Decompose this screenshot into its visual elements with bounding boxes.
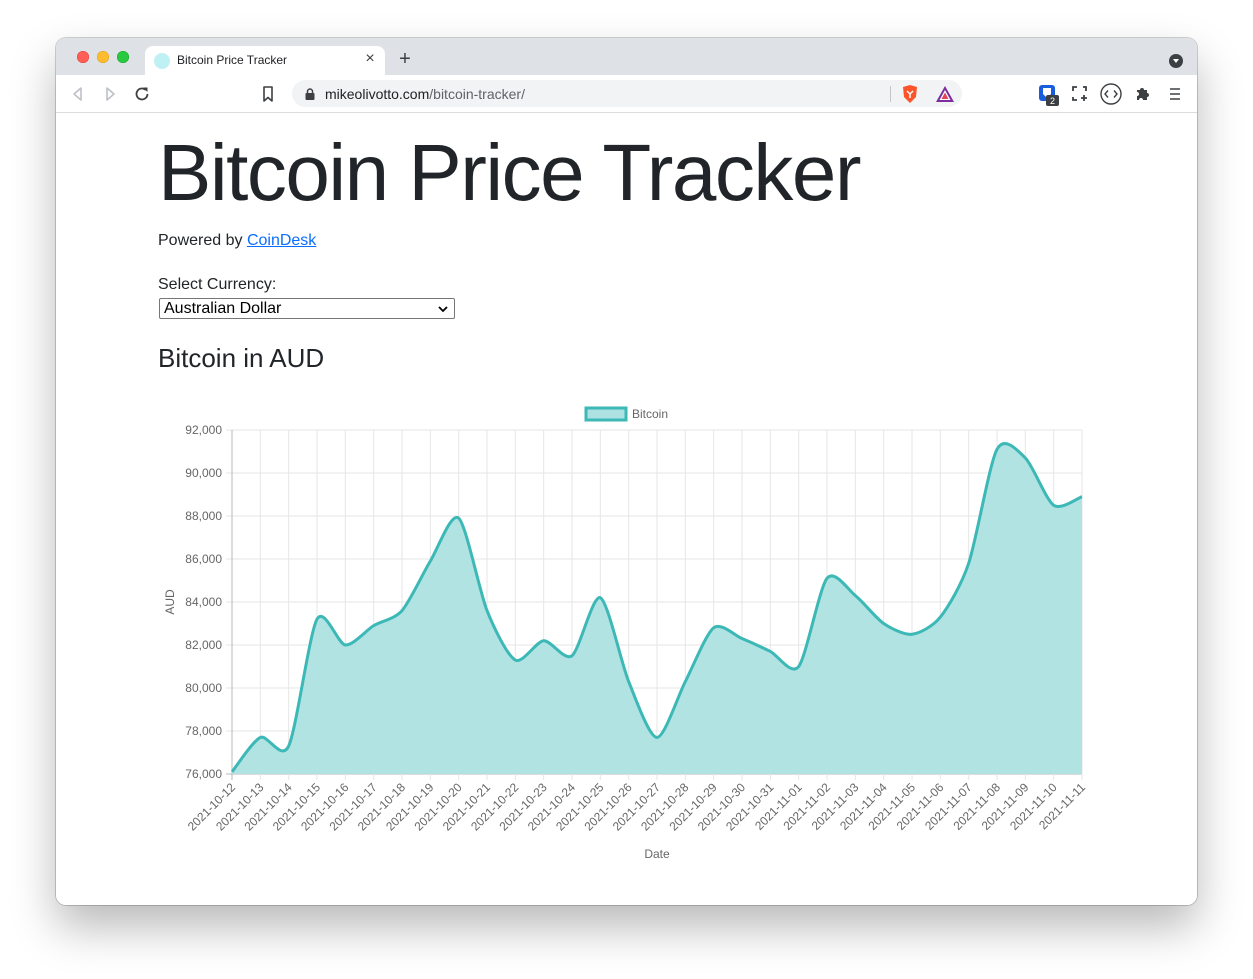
- menu-icon[interactable]: [1163, 82, 1187, 106]
- window-close-button[interactable]: [77, 51, 89, 63]
- legend-swatch: [584, 406, 628, 422]
- tab-search-icon[interactable]: [1169, 54, 1183, 68]
- y-tick-label: 78,000: [185, 724, 222, 738]
- screenshot-extension-icon[interactable]: [1068, 82, 1092, 106]
- y-tick-label: 90,000: [185, 466, 222, 480]
- y-tick-label: 76,000: [185, 767, 222, 781]
- chart-heading: Bitcoin in AUD: [158, 343, 325, 373]
- coindesk-link[interactable]: CoinDesk: [246, 232, 317, 249]
- y-tick-label: 88,000: [185, 509, 222, 523]
- y-tick-label: 84,000: [185, 595, 222, 609]
- page-content: Bitcoin Price Tracker Powered by CoinDes…: [56, 113, 1197, 905]
- url-path: /bitcoin-tracker/: [429, 86, 525, 102]
- powered-by-prefix: Powered by: [158, 232, 247, 249]
- reload-icon[interactable]: [130, 82, 154, 106]
- tab-title: Bitcoin Price Tracker: [177, 53, 288, 67]
- y-tick-label: 80,000: [185, 681, 222, 695]
- window-minimize-button[interactable]: [97, 51, 109, 63]
- new-tab-button[interactable]: +: [399, 48, 411, 70]
- currency-select-value: Australian Dollar: [164, 300, 282, 317]
- lock-icon: [304, 87, 316, 106]
- chevron-down-icon: [437, 302, 449, 320]
- favicon-icon: [154, 53, 170, 69]
- y-axis-title: AUD: [163, 589, 177, 615]
- omnibox-divider: [890, 86, 891, 102]
- bookmark-icon[interactable]: [256, 82, 280, 106]
- browser-toolbar: mikeolivotto.com/bitcoin-tracker/ 2: [56, 75, 1197, 113]
- browser-tab[interactable]: Bitcoin Price Tracker ×: [145, 46, 385, 75]
- tab-strip: Bitcoin Price Tracker × +: [56, 38, 1197, 75]
- browser-window: Bitcoin Price Tracker × + mikeolivotto.c…: [56, 38, 1197, 905]
- address-bar[interactable]: mikeolivotto.com/bitcoin-tracker/: [292, 80, 962, 107]
- brave-rewards-icon[interactable]: [935, 85, 955, 108]
- powered-by-text: Powered by CoinDesk: [158, 232, 316, 250]
- window-maximize-button[interactable]: [117, 51, 129, 63]
- currency-select-label: Select Currency:: [158, 276, 277, 293]
- legend-label: Bitcoin: [632, 407, 668, 421]
- forward-icon[interactable]: [98, 82, 122, 106]
- bitcoin-line: [230, 442, 1083, 773]
- extensions-puzzle-icon[interactable]: [1131, 82, 1155, 106]
- y-tick-label: 82,000: [185, 638, 222, 652]
- back-icon[interactable]: [66, 82, 90, 106]
- x-axis-title: Date: [644, 847, 670, 861]
- brave-shields-icon[interactable]: [901, 84, 919, 109]
- y-tick-label: 86,000: [185, 552, 222, 566]
- url-text: mikeolivotto.com/bitcoin-tracker/: [325, 86, 525, 102]
- page-title: Bitcoin Price Tracker: [158, 128, 862, 217]
- currency-select[interactable]: Australian Dollar: [159, 298, 455, 319]
- bitcoin-area: [232, 443, 1082, 774]
- price-chart: 76,000 78,000 80,000 82,000 84,000 86,000 88,0…: [163, 406, 1088, 861]
- extension-badge: 2: [1050, 96, 1055, 106]
- tab-close-icon[interactable]: ×: [365, 50, 375, 67]
- y-tick-label: 92,000: [185, 423, 222, 437]
- code-extension-icon[interactable]: [1099, 82, 1123, 106]
- bitwarden-extension-icon[interactable]: 2: [1036, 82, 1060, 106]
- url-host: mikeolivotto.com: [325, 86, 430, 102]
